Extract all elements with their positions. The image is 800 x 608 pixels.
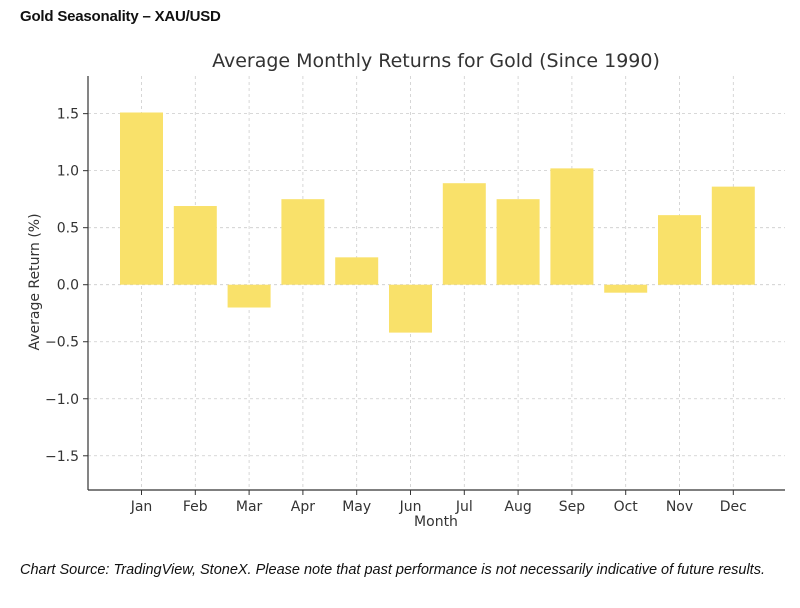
- bar-series: [120, 112, 755, 333]
- x-tick-label: Apr: [291, 499, 315, 515]
- bar-oct: [604, 284, 648, 293]
- bar-dec: [711, 186, 755, 285]
- x-tick-label: Mar: [236, 499, 263, 515]
- axes: [87, 76, 785, 491]
- bar-feb: [173, 206, 217, 285]
- bar-jun: [389, 284, 432, 333]
- y-tick-label: 0.0: [57, 278, 79, 294]
- y-tick-label: 1.0: [57, 164, 79, 180]
- y-tick-label: 1.5: [57, 107, 79, 123]
- x-tick-label: Aug: [504, 499, 531, 515]
- bar-chart: Average Monthly Returns for Gold (Since …: [27, 50, 785, 530]
- bar-jan: [120, 112, 163, 285]
- bar-sep: [550, 168, 594, 285]
- x-axis-label: Month: [414, 514, 458, 530]
- chart-title: Average Monthly Returns for Gold (Since …: [212, 50, 660, 72]
- y-tick-label: −1.0: [45, 392, 79, 408]
- bar-nov: [658, 215, 701, 285]
- bar-jul: [442, 183, 486, 285]
- bar-mar: [227, 284, 271, 308]
- bar-may: [335, 257, 379, 285]
- y-tick-label: −1.5: [45, 449, 79, 465]
- x-axis-ticks: Jan Feb Mar Apr May Jun Jul Aug Sep Oct Nov Dec: [130, 490, 747, 515]
- bar-apr: [281, 199, 325, 285]
- y-axis-label: Average Return (%): [27, 213, 43, 350]
- x-tick-label: Oct: [614, 499, 639, 515]
- x-tick-label: Jun: [399, 499, 422, 515]
- x-tick-label: Feb: [183, 499, 208, 515]
- x-tick-label: Sep: [559, 499, 586, 515]
- x-tick-label: Nov: [666, 499, 693, 515]
- page-title: Gold Seasonality – XAU/USD: [20, 8, 221, 25]
- y-tick-label: −0.5: [45, 335, 79, 351]
- y-axis-ticks: 1.5 1.0 0.5 0.0 −0.5 −1.0 −1.5: [45, 107, 88, 465]
- x-tick-label: Jan: [130, 499, 153, 515]
- x-tick-label: Dec: [720, 499, 747, 515]
- bar-aug: [496, 199, 540, 285]
- x-tick-label: Jul: [455, 499, 473, 515]
- x-tick-label: May: [342, 499, 371, 515]
- chart-source-note: Chart Source: TradingView, StoneX. Pleas…: [20, 562, 765, 578]
- y-tick-label: 0.5: [57, 221, 79, 237]
- chart-container: Average Monthly Returns for Gold (Since …: [0, 40, 800, 540]
